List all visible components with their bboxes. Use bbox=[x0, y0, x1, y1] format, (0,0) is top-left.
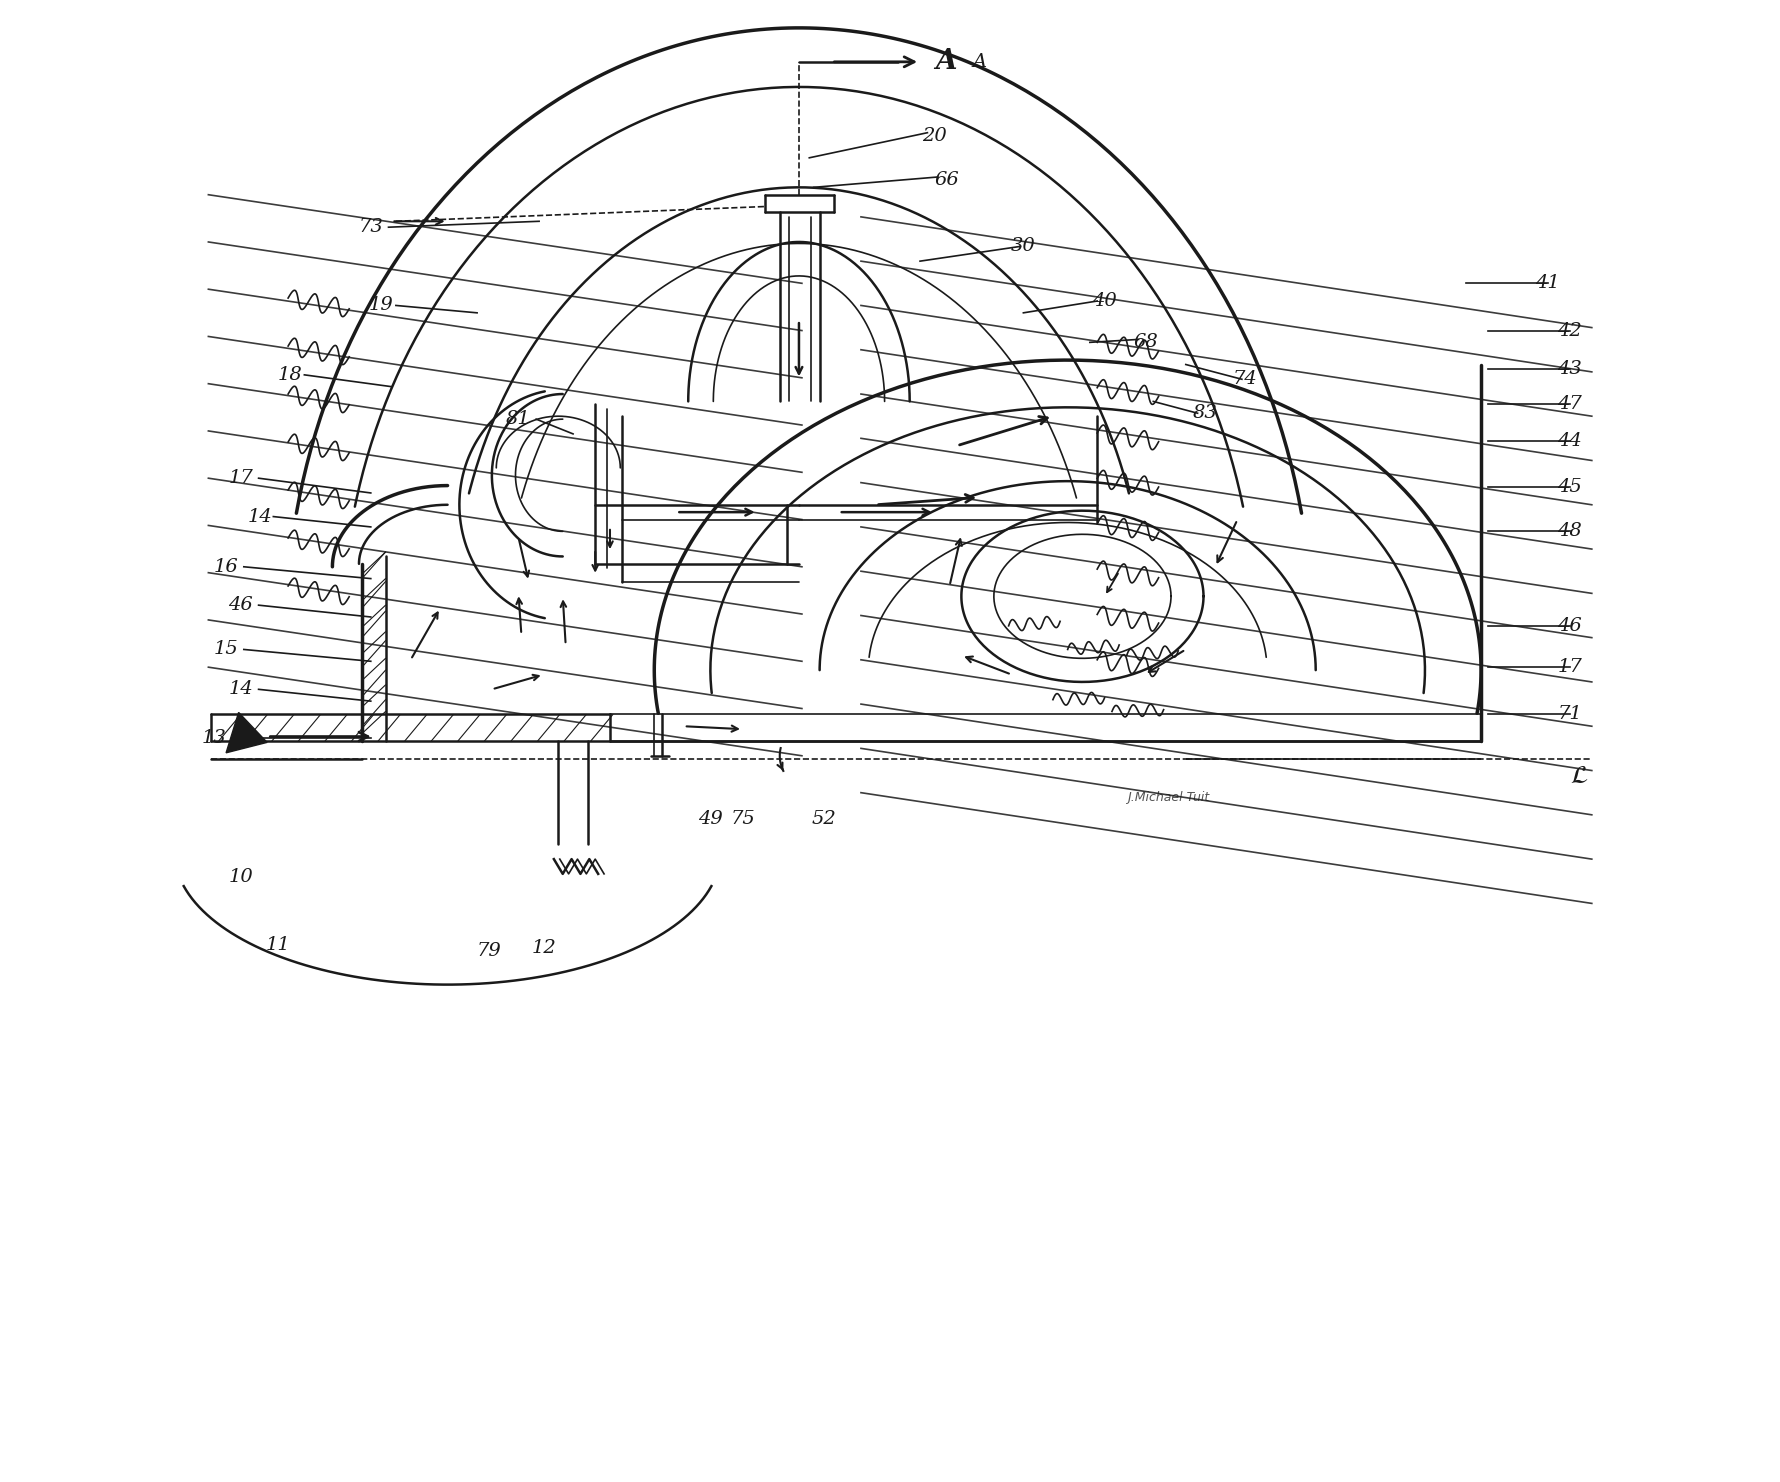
Text: 14: 14 bbox=[247, 507, 272, 526]
Text: 19: 19 bbox=[368, 296, 393, 314]
Text: 74: 74 bbox=[1232, 370, 1257, 388]
Text: 16: 16 bbox=[214, 557, 239, 576]
Text: 46: 46 bbox=[228, 596, 253, 614]
Text: 68: 68 bbox=[1132, 333, 1157, 351]
Text: 14: 14 bbox=[228, 680, 253, 698]
Text: 52: 52 bbox=[812, 811, 837, 828]
Text: 41: 41 bbox=[1534, 274, 1559, 292]
Text: 43: 43 bbox=[1556, 360, 1581, 378]
Text: J.Michael Tuit: J.Michael Tuit bbox=[1127, 790, 1209, 803]
Text: 46: 46 bbox=[1556, 617, 1581, 634]
Text: 79: 79 bbox=[477, 941, 500, 960]
Text: A: A bbox=[934, 49, 956, 76]
Text: 75: 75 bbox=[730, 811, 755, 828]
Text: 47: 47 bbox=[1556, 396, 1581, 413]
Text: A: A bbox=[972, 53, 986, 71]
Text: 12: 12 bbox=[530, 938, 555, 957]
Text: 49: 49 bbox=[698, 811, 723, 828]
Text: 40: 40 bbox=[1091, 292, 1116, 310]
Text: 17: 17 bbox=[228, 470, 253, 488]
Text: 10: 10 bbox=[228, 868, 253, 886]
Text: 66: 66 bbox=[934, 170, 958, 188]
Text: 18: 18 bbox=[278, 366, 303, 384]
Text: 81: 81 bbox=[506, 411, 530, 428]
Text: 30: 30 bbox=[1011, 237, 1036, 255]
Text: 20: 20 bbox=[922, 126, 947, 145]
Text: 17: 17 bbox=[1556, 658, 1581, 676]
Text: 45: 45 bbox=[1556, 479, 1581, 496]
Polygon shape bbox=[226, 713, 267, 753]
Text: 71: 71 bbox=[1556, 705, 1581, 723]
Text: 48: 48 bbox=[1556, 522, 1581, 541]
Text: 15: 15 bbox=[214, 640, 239, 658]
Text: $\mathcal{L}$: $\mathcal{L}$ bbox=[1568, 765, 1588, 788]
Text: 42: 42 bbox=[1556, 322, 1581, 339]
Text: 44: 44 bbox=[1556, 433, 1581, 451]
Text: 11: 11 bbox=[265, 935, 290, 954]
Text: 73: 73 bbox=[358, 218, 383, 236]
Text: 13: 13 bbox=[201, 729, 226, 747]
Text: 83: 83 bbox=[1193, 405, 1218, 422]
